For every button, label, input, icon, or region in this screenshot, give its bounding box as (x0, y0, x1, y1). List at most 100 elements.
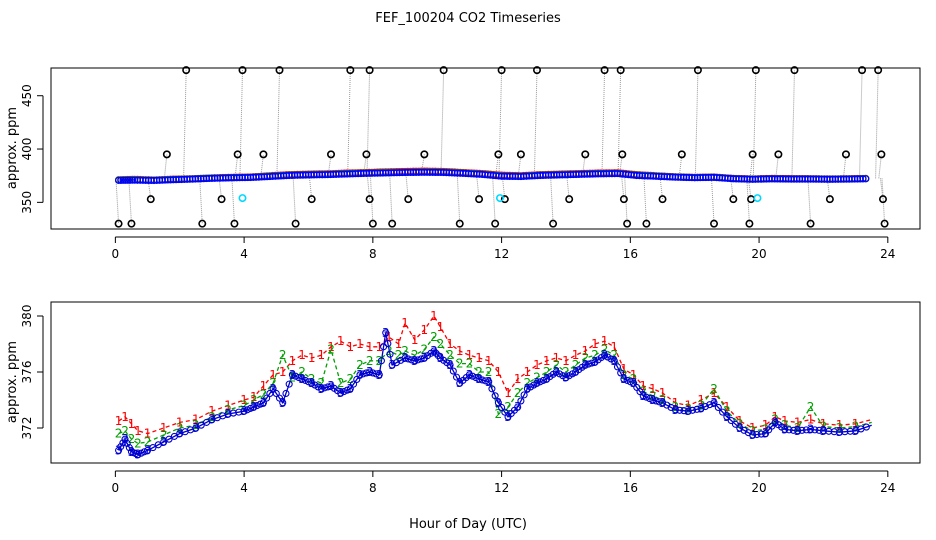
p2-series-2-label: 2 (543, 365, 551, 379)
p1-calibration-connector (694, 70, 699, 178)
p2-series-3-point (835, 428, 844, 436)
p2-series-1-label: 1 (684, 399, 692, 413)
p2-series-3-point (536, 378, 544, 386)
p2-series-1-label: 1 (485, 354, 493, 368)
p2-series-3-point (384, 339, 392, 348)
p2-series-3-label: 3 (176, 427, 184, 441)
p2-series-3-label: 3 (807, 422, 815, 436)
p2-series-1-label: 1 (260, 379, 268, 393)
p1-calibration-point (217, 195, 226, 204)
p2-series-1-label: 1 (475, 351, 483, 365)
p1-calibration-point (806, 219, 815, 228)
p2-series-2-label: 2 (552, 358, 560, 372)
p1-x-tick-label: 0 (112, 247, 120, 261)
p2-series-2-label: 2 (581, 351, 589, 365)
p1-calibration-point (259, 150, 268, 159)
p1-calibration-point (198, 219, 207, 228)
p2-series-1-label: 1 (437, 320, 445, 334)
p1-calibration-connector (826, 178, 831, 200)
p1-calibration-connector (498, 70, 503, 176)
p1-series-3-point (859, 175, 867, 183)
p1-calibration-connector (550, 174, 554, 224)
p2-series-3-point (137, 449, 145, 457)
panel1-y-label: approx. ppm (5, 107, 20, 189)
p1-calibration-point (162, 150, 171, 159)
p2-series-3-point (719, 408, 727, 416)
p2-series-2-label: 2 (852, 420, 860, 434)
p2-series-1-label: 1 (279, 365, 287, 379)
p2-series-2-label: 2 (347, 372, 355, 386)
p2-series-3-point (475, 375, 483, 383)
p2-series-2-label: 2 (327, 343, 335, 357)
p2-series-1-label: 1 (337, 334, 345, 348)
p2-series-2-label: 2 (610, 348, 618, 362)
p2-series-3-label: 3 (144, 443, 152, 457)
p1-calibration-point (858, 66, 867, 75)
p1-calibration-connector (239, 70, 244, 178)
p2-series-1-label: 1 (533, 358, 541, 372)
p2-series-3-point (154, 441, 162, 449)
p2-series-3-label: 3 (684, 404, 692, 418)
x-axis-label: Hour of Day (UTC) (409, 517, 527, 532)
p2-series-3-point (115, 446, 123, 454)
p1-series-3-point (124, 176, 132, 184)
p2-series-3-point (514, 403, 522, 411)
p2-series-3-point (610, 357, 618, 365)
p2-series-1-label: 1 (356, 337, 364, 351)
p2-series-3-point (149, 444, 157, 452)
p2-series-3-label: 3 (836, 425, 844, 439)
p2-series-3-label: 3 (192, 421, 200, 435)
p1-calibration-point (825, 195, 834, 204)
p2-series-3-label: 3 (552, 365, 560, 379)
p2-series-3-point (197, 421, 205, 429)
p2-series-3-point (465, 371, 473, 379)
p1-calibration-point (365, 195, 374, 204)
p2-series-3-point (170, 432, 178, 440)
p2-series-2-label: 2 (411, 348, 419, 362)
p2-series-3-point (655, 398, 663, 406)
p2-series-1-label: 1 (820, 417, 828, 431)
p2-series-3-point (203, 418, 211, 426)
p2-series-3-point (125, 444, 133, 452)
p1-series-3-point (119, 176, 127, 184)
p2-series-2-label: 2 (630, 372, 638, 386)
p2-series-3-label: 3 (269, 382, 277, 396)
p1-calibration-point (880, 219, 889, 228)
p2-series-2-label: 2 (134, 436, 142, 450)
p2-series-3-point (581, 361, 589, 369)
p1-calibration-point (745, 219, 754, 228)
p2-series-2-label: 2 (781, 418, 789, 432)
p2-series-3-label: 3 (421, 351, 429, 365)
p2-series-3-label: 3 (382, 326, 390, 340)
p2-series-1-label: 1 (466, 348, 474, 362)
p2-series-2-label: 2 (375, 354, 383, 368)
p2-series-3-point (377, 357, 385, 365)
p1-calibration-point (439, 66, 448, 75)
p1-calibration-connector (875, 70, 879, 179)
p2-series-3-point (430, 347, 438, 355)
p2-series-3-label: 3 (781, 422, 789, 436)
p2-series-2-label: 2 (160, 428, 168, 442)
p2-series-3-label: 3 (820, 424, 828, 438)
p2-series-3-label: 3 (375, 368, 383, 382)
p2-series-2-label: 2 (366, 354, 374, 368)
p1-calibration-connector (747, 178, 752, 200)
p2-series-1-label: 1 (160, 421, 168, 435)
p1-calibration-connector (292, 174, 297, 224)
p1-calibration-point (291, 219, 300, 228)
p1-calibration-point (346, 66, 355, 75)
p2-series-2-label: 2 (121, 424, 129, 438)
p2-series-3-label: 3 (208, 413, 216, 427)
p2-series-3-point (639, 392, 647, 400)
p2-series-3-point (369, 369, 377, 377)
p1-calibration-point (516, 150, 525, 159)
p2-series-3-point (620, 375, 628, 383)
p1-calibration-connector (128, 179, 132, 224)
p1-calibration-point (475, 195, 484, 204)
p2-series-3-point (684, 407, 692, 415)
p2-series-2-label: 2 (485, 365, 493, 379)
p2-series-3-point (119, 439, 127, 447)
p2-series-1-label: 1 (366, 340, 374, 354)
p2-series-1-label: 1 (807, 413, 815, 427)
p2-series-2-label: 2 (279, 348, 287, 362)
